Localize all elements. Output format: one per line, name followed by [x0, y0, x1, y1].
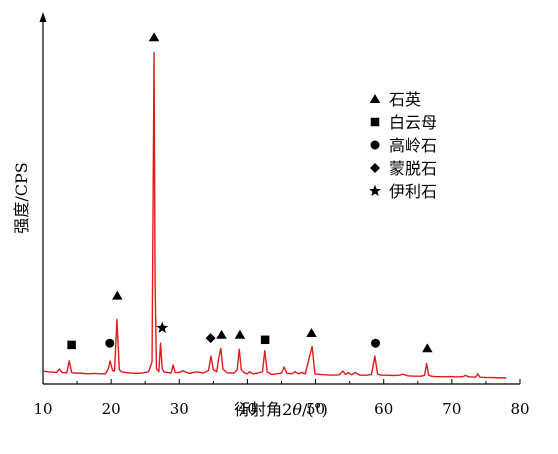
peak-annotations: [67, 32, 433, 353]
chart-axes: [39, 12, 520, 385]
circle-legend-icon: [370, 140, 380, 150]
legend-item: 伊利石: [369, 182, 437, 201]
legend-item: 蒙脱石: [370, 159, 437, 178]
x-tick-label: 70: [442, 400, 461, 418]
y-axis-label: 强度/CPS: [12, 162, 31, 233]
square-legend-icon: [370, 117, 380, 127]
legend-label: 蒙脱石: [389, 159, 437, 178]
diamond-peak-marker: [205, 333, 216, 344]
x-tick-label: 60: [374, 400, 393, 418]
star-legend-icon: [369, 184, 381, 197]
triangle-legend-icon: [369, 94, 381, 103]
x-axis-label: 衍射角2θ/(°): [234, 400, 328, 419]
legend-item: 高岭石: [370, 136, 437, 155]
x-tick-label: 20: [102, 400, 121, 418]
x-ticks: 10 20 30 40 50 60 70 80: [33, 379, 530, 418]
triangle-peak-marker: [148, 32, 160, 42]
square-peak-marker: [260, 335, 270, 345]
legend-label: 伊利石: [389, 182, 437, 201]
triangle-peak-marker: [306, 328, 317, 337]
xrd-pattern-line: [42, 51, 507, 379]
triangle-peak-marker: [234, 329, 246, 339]
legend-label: 白云母: [389, 113, 437, 132]
circle-peak-marker: [371, 338, 381, 348]
legend-item: 白云母: [370, 113, 437, 132]
x-tick-label: 10: [33, 400, 52, 418]
x-tick-label: 50: [306, 400, 325, 418]
square-peak-marker: [67, 340, 76, 350]
triangle-peak-marker: [422, 343, 433, 353]
star-peak-marker: [156, 321, 169, 333]
circle-peak-marker: [105, 338, 115, 348]
legend-item: 石英: [369, 90, 421, 109]
x-tick-label: 80: [510, 400, 529, 418]
x-tick-label: 40: [238, 400, 257, 418]
legend-label: 石英: [389, 90, 421, 109]
triangle-peak-marker: [216, 329, 227, 339]
series-layer: [42, 51, 507, 379]
diamond-legend-icon: [370, 163, 380, 173]
legend-label: 高岭石: [389, 136, 437, 155]
y-axis-arrow-icon: [39, 12, 47, 22]
x-tick-label: 30: [170, 400, 189, 418]
triangle-peak-marker: [112, 290, 123, 300]
